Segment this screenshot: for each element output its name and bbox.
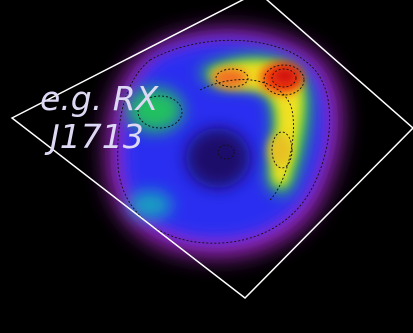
screenshot: e.g. RX J1713: [0, 0, 413, 333]
annotation-line: e.g. RX: [40, 79, 160, 118]
annotation-line: J1713: [44, 117, 144, 156]
